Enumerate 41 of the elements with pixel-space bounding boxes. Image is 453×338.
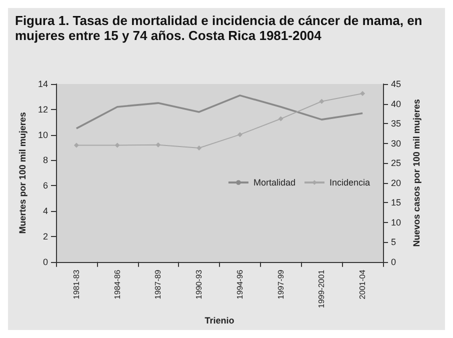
y2-tick-label: 0: [391, 256, 396, 267]
point: [74, 142, 79, 148]
x-axis-title: Trienio: [204, 316, 235, 326]
point: [237, 132, 242, 138]
y-tick-label: 14: [38, 79, 48, 89]
y-tick-label: 0: [42, 256, 48, 267]
x-tick-label: 1987-89: [154, 269, 163, 300]
y2-tick-label: 45: [391, 79, 402, 89]
chart-title: Figura 1. Tasas de mortalidad e incidencia de cáncer de mama, en mujeres entre 15 y 74 años. Costa Rica 1981-2004: [15, 13, 426, 43]
point: [196, 146, 202, 151]
y2-tick-label: 35: [391, 118, 402, 129]
y2-tick-label: 30: [391, 138, 402, 148]
x-tick-label: 1984-86: [112, 269, 122, 300]
y2-tick-label: 40: [391, 98, 402, 109]
point: [278, 116, 284, 122]
point: [319, 98, 324, 104]
y-tick-label: 4: [42, 206, 48, 216]
legend-label: Incidencia: [329, 178, 370, 188]
y-tick-label: 8: [42, 155, 48, 166]
point: [360, 90, 366, 96]
y2-tick-label: 10: [391, 217, 402, 228]
line-series: [76, 94, 364, 130]
y-tick-label: 10: [38, 130, 48, 140]
point: [114, 142, 120, 148]
y-axis-title: Muertes por 100 mil mujeres: [18, 112, 28, 234]
x-tick-label: 1999-2001: [317, 269, 326, 308]
y2-tick-label: 20: [391, 178, 402, 188]
x-tick-label: 1994-96: [235, 269, 244, 300]
y2-tick-label: 5: [391, 237, 396, 248]
y-tick-label: 6: [42, 180, 48, 191]
legend-label: Mortalidad: [253, 178, 296, 188]
y2-tick-label: 15: [391, 198, 402, 208]
x-tick-label: 1990-93: [194, 269, 204, 300]
y2-axis-title: Nuevos casos por 100 mil mujeres: [411, 99, 422, 247]
point: [156, 142, 161, 148]
y2-tick-label: 25: [391, 158, 402, 168]
x-tick-label: 1997-99: [276, 269, 286, 300]
y-tick-label: 2: [42, 231, 48, 242]
x-tick-label: 1981-83: [72, 269, 81, 300]
x-tick-label: 2001-04: [358, 269, 368, 300]
y-tick-label: 12: [38, 104, 48, 114]
